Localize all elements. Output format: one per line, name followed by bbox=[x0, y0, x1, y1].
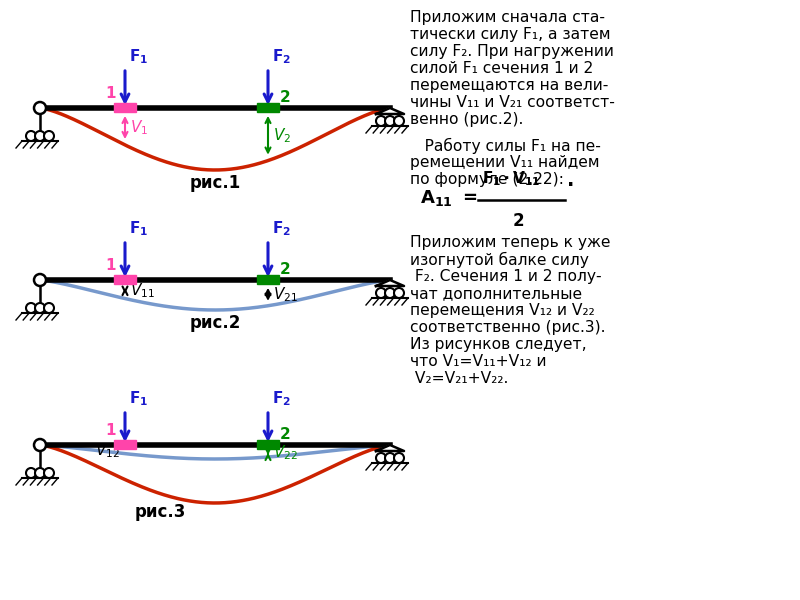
Bar bbox=[114, 440, 136, 449]
Text: $V_1$: $V_1$ bbox=[130, 118, 148, 137]
Circle shape bbox=[34, 274, 46, 286]
Circle shape bbox=[26, 131, 36, 141]
Text: V₂=V₂₁+V₂₂.: V₂=V₂₁+V₂₂. bbox=[410, 371, 508, 386]
Polygon shape bbox=[376, 445, 404, 451]
Circle shape bbox=[44, 131, 54, 141]
Text: Приложим теперь к уже: Приложим теперь к уже bbox=[410, 235, 610, 250]
Text: чат дополнительные: чат дополнительные bbox=[410, 286, 582, 301]
Circle shape bbox=[34, 439, 46, 451]
Text: изогнутой балке силу: изогнутой балке силу bbox=[410, 252, 589, 268]
Text: рис.2: рис.2 bbox=[190, 314, 241, 332]
Circle shape bbox=[376, 116, 386, 126]
Text: чины V₁₁ и V₂₁ соответст-: чины V₁₁ и V₂₁ соответст- bbox=[410, 95, 615, 110]
Text: 1: 1 bbox=[105, 86, 115, 101]
Text: тически силу F₁, а затем: тически силу F₁, а затем bbox=[410, 27, 610, 42]
Text: Работу силы F₁ на пе-: Работу силы F₁ на пе- bbox=[410, 138, 601, 154]
Text: .: . bbox=[567, 171, 574, 190]
Text: =: = bbox=[462, 189, 477, 207]
Circle shape bbox=[34, 102, 46, 114]
Text: силой F₁ сечения 1 и 2: силой F₁ сечения 1 и 2 bbox=[410, 61, 594, 76]
Text: ремещении V₁₁ найдем: ремещении V₁₁ найдем bbox=[410, 155, 599, 170]
Circle shape bbox=[376, 288, 386, 298]
Text: $V_{22}$: $V_{22}$ bbox=[273, 443, 298, 462]
Text: $V_2$: $V_2$ bbox=[273, 126, 291, 145]
Text: 1: 1 bbox=[105, 423, 115, 438]
Text: F₂. Сечения 1 и 2 полу-: F₂. Сечения 1 и 2 полу- bbox=[410, 269, 602, 284]
Text: что V₁=V₁₁+V₁₂ и: что V₁=V₁₁+V₁₂ и bbox=[410, 354, 546, 369]
Text: $\mathbf{F_2}$: $\mathbf{F_2}$ bbox=[272, 47, 291, 66]
Bar bbox=[257, 440, 279, 449]
Text: $V_{21}$: $V_{21}$ bbox=[273, 285, 298, 304]
Text: по формуле (2.22):: по формуле (2.22): bbox=[410, 172, 564, 187]
Bar bbox=[257, 275, 279, 284]
Bar bbox=[114, 275, 136, 284]
Circle shape bbox=[44, 303, 54, 313]
Text: венно (рис.2).: венно (рис.2). bbox=[410, 112, 523, 127]
Text: Приложим сначала ста-: Приложим сначала ста- bbox=[410, 10, 605, 25]
Text: перемещения V₁₂ и V₂₂: перемещения V₁₂ и V₂₂ bbox=[410, 303, 594, 318]
Circle shape bbox=[394, 116, 404, 126]
Circle shape bbox=[385, 116, 395, 126]
Text: $\mathbf{F_1}$: $\mathbf{F_1}$ bbox=[129, 389, 148, 408]
Text: силу F₂. При нагружении: силу F₂. При нагружении bbox=[410, 44, 614, 59]
Text: $V_{11}$: $V_{11}$ bbox=[130, 281, 155, 300]
Circle shape bbox=[394, 453, 404, 463]
Circle shape bbox=[26, 303, 36, 313]
Circle shape bbox=[26, 468, 36, 478]
Text: 2: 2 bbox=[280, 427, 290, 442]
Text: 2: 2 bbox=[280, 262, 290, 277]
Bar bbox=[114, 103, 136, 112]
Circle shape bbox=[394, 288, 404, 298]
Circle shape bbox=[385, 288, 395, 298]
Text: соответственно (рис.3).: соответственно (рис.3). bbox=[410, 320, 606, 335]
Bar bbox=[257, 103, 279, 112]
Circle shape bbox=[35, 131, 45, 141]
Text: 2: 2 bbox=[512, 212, 524, 230]
Text: рис.1: рис.1 bbox=[190, 174, 241, 192]
Text: $\mathbf{F_1}$: $\mathbf{F_1}$ bbox=[129, 47, 148, 66]
Text: $V_{12}$: $V_{12}$ bbox=[95, 442, 120, 460]
Text: $\mathbf{A_{11}}$: $\mathbf{A_{11}}$ bbox=[420, 188, 453, 208]
Circle shape bbox=[44, 468, 54, 478]
Text: $\mathbf{F_1 \cdot V_{11}}$: $\mathbf{F_1 \cdot V_{11}}$ bbox=[482, 169, 540, 188]
Text: $\mathbf{F_2}$: $\mathbf{F_2}$ bbox=[272, 389, 291, 408]
Text: 2: 2 bbox=[280, 90, 290, 105]
Text: $\mathbf{F_1}$: $\mathbf{F_1}$ bbox=[129, 219, 148, 238]
Circle shape bbox=[376, 453, 386, 463]
Polygon shape bbox=[376, 280, 404, 286]
Circle shape bbox=[35, 303, 45, 313]
Circle shape bbox=[35, 468, 45, 478]
Text: перемещаются на вели-: перемещаются на вели- bbox=[410, 78, 608, 93]
Text: 1: 1 bbox=[105, 258, 115, 273]
Circle shape bbox=[385, 453, 395, 463]
Text: $\mathbf{F_2}$: $\mathbf{F_2}$ bbox=[272, 219, 291, 238]
Text: рис.3: рис.3 bbox=[134, 503, 186, 521]
Text: Из рисунков следует,: Из рисунков следует, bbox=[410, 337, 586, 352]
Polygon shape bbox=[376, 108, 404, 114]
